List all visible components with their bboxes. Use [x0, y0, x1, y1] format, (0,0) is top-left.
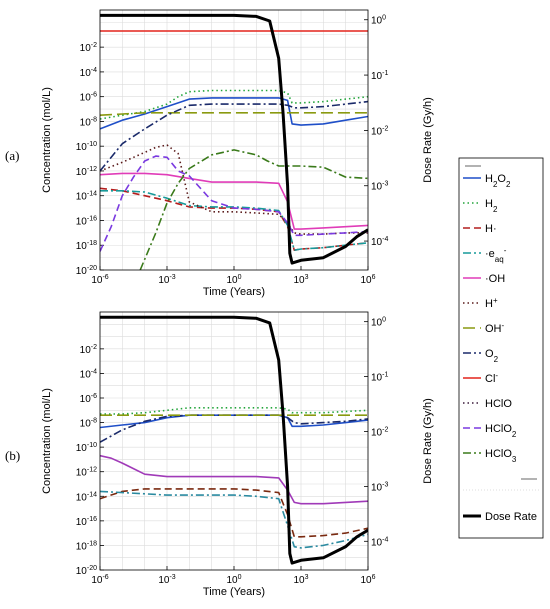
- series-·OH: [100, 172, 368, 230]
- series-H·: [100, 488, 368, 538]
- series-HClO3: [139, 149, 368, 270]
- series-·e_aq⁻: [100, 190, 368, 251]
- series-Dose Rate: [100, 315, 368, 565]
- x-tick-label: 10-3: [158, 274, 175, 286]
- y-tick-label: 10-4: [80, 67, 97, 79]
- y2-tick-label: 100: [371, 15, 386, 27]
- x-tick-label: 103: [293, 274, 308, 286]
- y-tick-label: 10-2: [80, 344, 97, 356]
- y-tick-label: 10-16: [76, 516, 97, 528]
- x-tick-label: 103: [293, 574, 308, 586]
- y2-axis-label: Dose Rate (Gy/h): [422, 398, 434, 484]
- grid: [99, 9, 369, 271]
- y-tick-label: 10-14: [76, 491, 97, 503]
- plot-frame: [99, 311, 369, 571]
- y-tick-label: 10-18: [76, 240, 97, 252]
- y2-axis-label: Dose Rate (Gy/h): [422, 97, 434, 183]
- x-tick-label: 10-6: [91, 274, 108, 286]
- y2-tick-label: 100: [371, 317, 386, 329]
- x-axis-label: Time (Years): [203, 586, 265, 598]
- series-O2: [100, 100, 368, 172]
- y-axis-label: Concentration (mol/L): [41, 388, 53, 494]
- y-tick-label: 10-16: [76, 215, 97, 227]
- y-tick-label: 10-10: [76, 442, 97, 454]
- x-tick-label: 10-3: [158, 574, 175, 586]
- y-tick-label: 10-14: [76, 191, 97, 203]
- x-tick-label: 100: [226, 274, 241, 286]
- series-HClO2: [100, 155, 368, 252]
- y2-tick-label: 10-1: [371, 70, 388, 82]
- legend-label: Cl-: [485, 371, 498, 386]
- series-·e_aq⁻: [100, 490, 368, 549]
- y2-tick-label: 10-2: [371, 125, 388, 137]
- series-H2O2: [100, 97, 368, 130]
- y-tick-label: 10-20: [76, 265, 97, 277]
- y-tick-label: 10-8: [80, 116, 97, 128]
- legend-label: HClO2: [485, 423, 517, 439]
- legend-label: O2: [485, 348, 499, 364]
- y2-tick-label: 10-1: [371, 372, 388, 384]
- x-axis-label: Time (Years): [203, 286, 265, 298]
- legend-label: Dose Rate: [485, 511, 537, 523]
- y-tick-label: 10-6: [80, 393, 97, 405]
- y-tick-label: 10-2: [80, 42, 97, 54]
- panel-label: (b): [5, 448, 20, 463]
- y2-tick-label: 10-4: [371, 536, 388, 548]
- legend-label: HClO: [485, 398, 512, 410]
- y-tick-label: 10-8: [80, 418, 97, 430]
- panel-1: 10-6 10-3 100 103 106 10-20 10-18 10-16 10-14 10-…: [5, 311, 434, 598]
- legend-label: H·: [485, 223, 497, 235]
- panel-0: 10-6 10-3 100 103 106 10-20 10-18 10-16 10-14 10-…: [5, 9, 434, 298]
- legend-label: H+: [485, 296, 498, 311]
- series-group: [100, 13, 368, 270]
- legend-label: H2O2: [485, 173, 511, 189]
- y-tick-label: 10-6: [80, 92, 97, 104]
- series-OH-: [100, 112, 368, 116]
- series-Dose Rate: [100, 13, 368, 265]
- legend-label: ·OH: [485, 273, 505, 285]
- legend: H2O2 H2 H· ·eaq- ·OH H+ OH- O2 Cl- HClO HClO2 HClO3…: [458, 157, 544, 539]
- y-tick-label: 10-18: [76, 540, 97, 552]
- y2-tick-label: 10-3: [371, 181, 388, 193]
- series-group: [100, 315, 368, 565]
- series-·OH: [100, 454, 368, 505]
- x-tick-label: 106: [360, 574, 375, 586]
- legend-label: H2: [485, 198, 498, 214]
- panel-label: (a): [5, 148, 19, 163]
- y2-tick-label: 10-3: [371, 481, 388, 493]
- y2-tick-label: 10-4: [371, 236, 388, 248]
- legend-box: [458, 157, 544, 539]
- y2-tick-label: 10-2: [371, 426, 388, 438]
- legend-label: HClO3: [485, 448, 517, 464]
- grid: [99, 311, 369, 571]
- x-tick-label: 106: [360, 274, 375, 286]
- y-tick-label: 10-20: [76, 565, 97, 577]
- y-tick-label: 10-12: [76, 166, 97, 178]
- legend-label: OH-: [485, 321, 505, 336]
- x-tick-label: 10-6: [91, 574, 108, 586]
- plot-frame: [99, 9, 369, 271]
- y-tick-label: 10-4: [80, 368, 97, 380]
- y-tick-label: 10-12: [76, 467, 97, 479]
- y-tick-label: 10-10: [76, 141, 97, 153]
- legend-label: ·eaq-: [485, 246, 507, 264]
- x-tick-label: 100: [226, 574, 241, 586]
- y-axis-label: Concentration (mol/L): [41, 87, 53, 193]
